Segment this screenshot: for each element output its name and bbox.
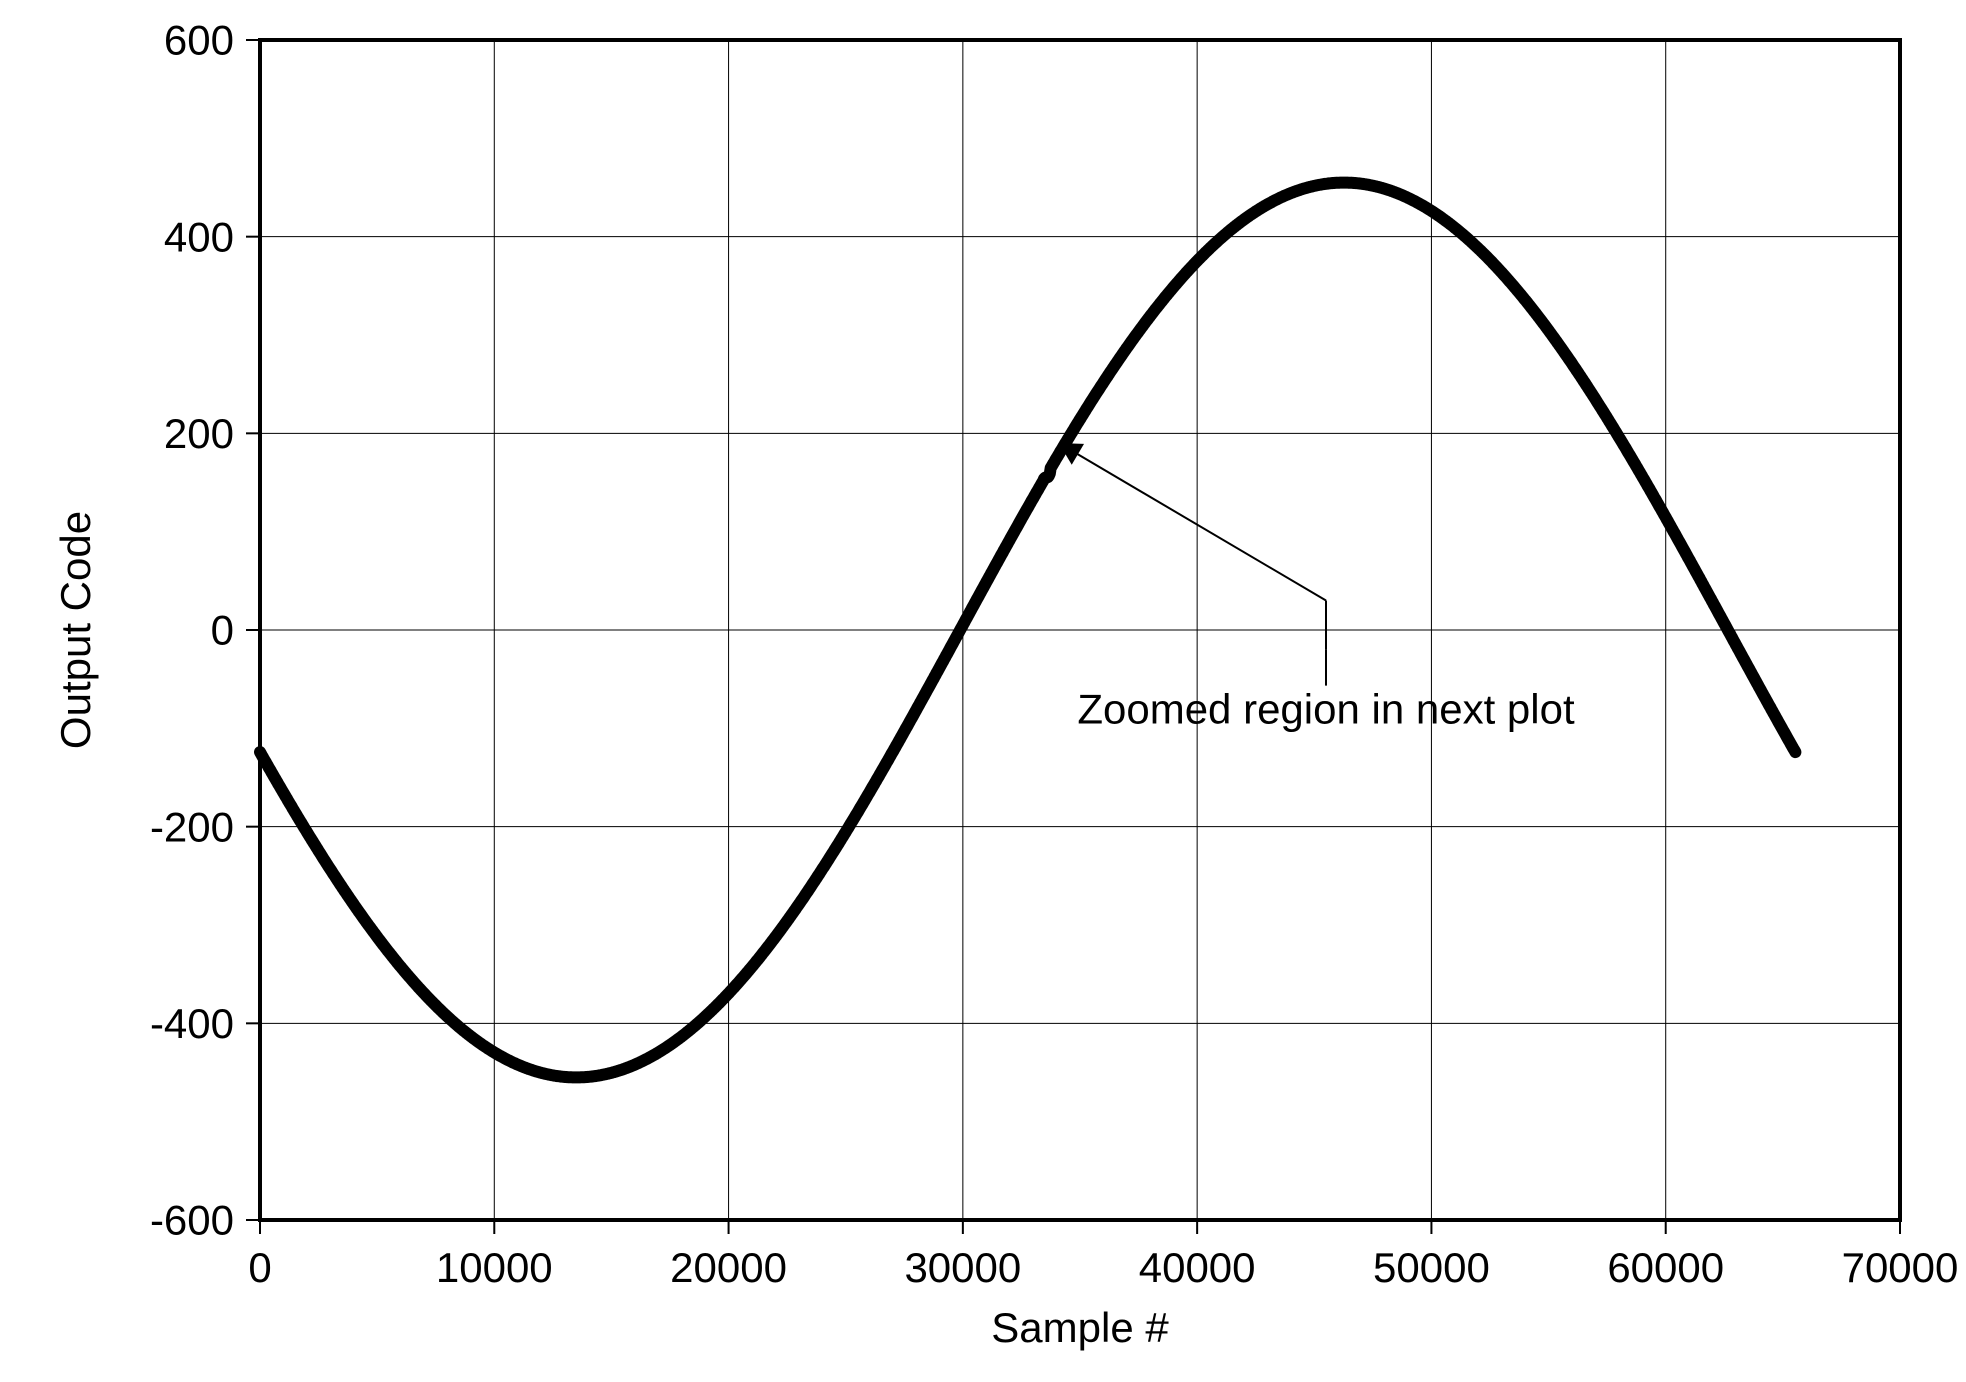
chart-container: 0 10000 20000 30000 40000 50000 60000 70000 -600… [0, 0, 1966, 1382]
y-tick-label: 600 [164, 17, 234, 64]
x-tick-label: 0 [248, 1244, 271, 1291]
x-tick-label: 60000 [1607, 1244, 1724, 1291]
x-tick-label: 10000 [436, 1244, 553, 1291]
x-axis-label: Sample # [991, 1304, 1169, 1351]
x-tick-label: 70000 [1842, 1244, 1959, 1291]
annotation-text: Zoomed region in next plot [1077, 685, 1575, 732]
y-tick-label: -400 [150, 1000, 234, 1047]
y-tick-label: 200 [164, 410, 234, 457]
y-tick-label: -600 [150, 1197, 234, 1244]
x-tick-label: 30000 [904, 1244, 1021, 1291]
y-tick-label: 400 [164, 213, 234, 260]
y-tick-label: -200 [150, 803, 234, 850]
x-tick-label: 20000 [670, 1244, 787, 1291]
x-tick-label: 40000 [1139, 1244, 1256, 1291]
y-axis-label: Output Code [52, 511, 99, 749]
y-tick-label: 0 [211, 607, 234, 654]
output-code-chart: 0 10000 20000 30000 40000 50000 60000 70000 -600… [0, 0, 1966, 1382]
x-tick-label: 50000 [1373, 1244, 1490, 1291]
